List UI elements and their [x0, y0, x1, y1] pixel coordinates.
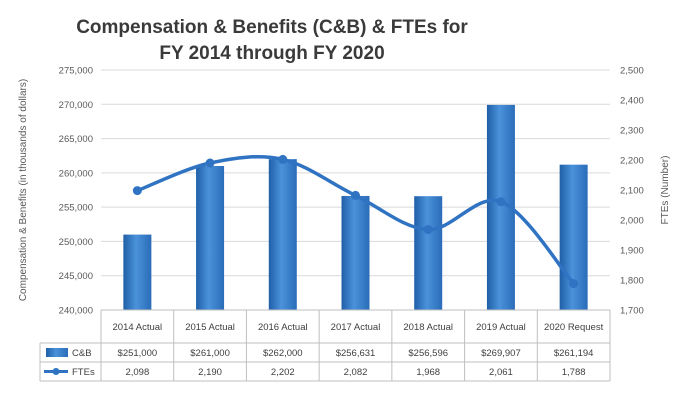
right-tick-label: 2,100 [620, 186, 644, 197]
fte-value: 2,202 [271, 367, 295, 378]
cb-value: $256,596 [408, 348, 448, 359]
bar [414, 196, 443, 310]
category-label: 2018 Actual [403, 322, 453, 333]
category-label: 2017 Actual [331, 322, 381, 333]
cb-value: $261,000 [190, 348, 230, 359]
left-tick-label: 270,000 [59, 100, 93, 111]
fte-point [351, 190, 360, 200]
line-series [132, 154, 579, 289]
right-tick-label: 2,200 [620, 156, 644, 167]
left-tick-label: 250,000 [59, 237, 93, 248]
cb-value: $269,907 [481, 348, 521, 359]
category-label: 2019 Actual [476, 322, 526, 333]
category-label: 2015 Actual [185, 322, 235, 333]
right-axis-label: FTEs (Number) [660, 156, 671, 225]
chart-title-line2: FY 2014 through FY 2020 [159, 43, 384, 64]
left-tick-label: 260,000 [59, 168, 93, 179]
fte-legend-marker [52, 368, 60, 375]
fte-point [132, 186, 142, 196]
bar-series [123, 104, 588, 310]
fte-legend-label: FTEs [72, 367, 95, 378]
right-tick-label: 1,700 [620, 306, 644, 317]
right-tick-label: 1,800 [620, 276, 644, 287]
category-label: 2016 Actual [258, 322, 308, 333]
fte-value: 1,788 [562, 367, 586, 378]
left-tick-label: 245,000 [59, 271, 93, 282]
cb-legend-key [46, 348, 68, 357]
cb-value: $256,631 [336, 348, 376, 359]
fte-value: 2,190 [198, 367, 222, 378]
fte-point [569, 279, 579, 289]
bar [341, 195, 370, 310]
cb-value: $261,194 [554, 348, 594, 359]
left-tick-label: 265,000 [59, 134, 93, 145]
fte-value: 2,082 [344, 367, 368, 378]
chart-title-line1: Compensation & Benefits (C&B) & FTEs for [76, 17, 468, 38]
cb-value: $262,000 [263, 348, 303, 359]
data-table: 2014 Actual 2015 Actual 2016 Actual 2017 Ac… [39, 309, 611, 382]
bar [268, 159, 297, 310]
fte-point [496, 197, 506, 207]
cb-legend-label: C&B [72, 348, 92, 359]
bar [559, 164, 588, 310]
fte-value: 2,098 [125, 367, 149, 378]
fte-point [278, 154, 288, 164]
left-tick-label: 240,000 [59, 306, 93, 317]
fte-point [205, 158, 215, 168]
cb-value: $251,000 [118, 348, 158, 359]
right-tick-label: 2,300 [620, 126, 644, 137]
right-axis-ticks: 1,700 1,800 1,900 2,000 2,100 2,200 2,300 2,400… [620, 66, 644, 317]
right-tick-label: 2,500 [620, 66, 644, 77]
fte-value: 1,968 [416, 367, 440, 378]
fte-point [423, 225, 433, 235]
left-axis-label: Compensation & Benefits (in thousands of… [18, 79, 29, 301]
right-tick-label: 2,400 [620, 96, 644, 107]
right-tick-label: 2,000 [620, 216, 644, 227]
bar [123, 234, 152, 310]
left-tick-label: 275,000 [59, 66, 93, 77]
category-label: 2020 Request [544, 322, 604, 333]
left-axis-ticks: 240,000 245,000 250,000 255,000 260,000 265,0… [59, 66, 93, 317]
fte-value: 2,061 [489, 367, 513, 378]
right-tick-label: 1,900 [620, 246, 644, 257]
bar [196, 166, 225, 310]
left-tick-label: 255,000 [59, 203, 93, 214]
category-label: 2014 Actual [113, 322, 163, 333]
